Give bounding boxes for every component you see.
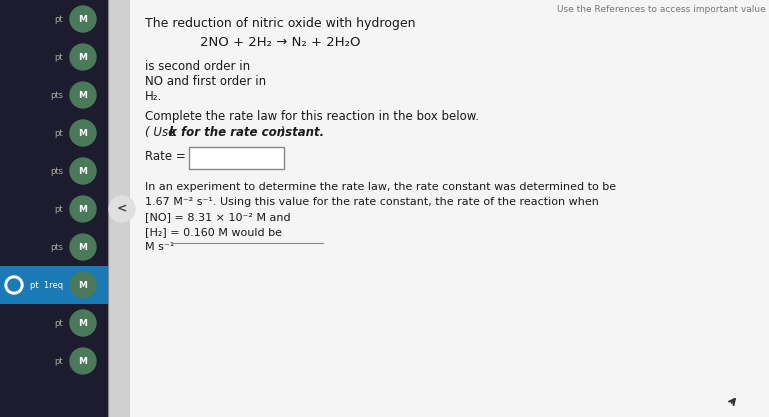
Bar <box>189 147 284 169</box>
Text: pt: pt <box>55 53 63 61</box>
Text: M: M <box>78 281 88 289</box>
Bar <box>130 0 769 417</box>
Text: H₂.: H₂. <box>145 90 162 103</box>
Circle shape <box>8 279 20 291</box>
Text: k for the rate constant.: k for the rate constant. <box>169 126 324 139</box>
Text: 2NO + 2H₂ → N₂ + 2H₂O: 2NO + 2H₂ → N₂ + 2H₂O <box>200 36 361 49</box>
Text: pts: pts <box>50 90 63 100</box>
Bar <box>0 0 108 417</box>
Text: M: M <box>78 357 88 365</box>
Circle shape <box>70 158 96 184</box>
Circle shape <box>70 196 96 222</box>
Text: M: M <box>78 53 88 61</box>
Text: Complete the rate law for this reaction in the box below.: Complete the rate law for this reaction … <box>145 110 479 123</box>
Text: The reduction of nitric oxide with hydrogen: The reduction of nitric oxide with hydro… <box>145 17 415 30</box>
Text: NO and first order in: NO and first order in <box>145 75 266 88</box>
Text: M: M <box>78 204 88 214</box>
Circle shape <box>70 120 96 146</box>
Bar <box>0 266 108 304</box>
Text: pts: pts <box>50 243 63 251</box>
Text: [H₂] = 0.160 M would be: [H₂] = 0.160 M would be <box>145 227 282 237</box>
Text: In an experiment to determine the rate law, the rate constant was determined to : In an experiment to determine the rate l… <box>145 182 616 192</box>
Text: 1.67 M⁻² s⁻¹. Using this value for the rate constant, the rate of the reaction w: 1.67 M⁻² s⁻¹. Using this value for the r… <box>145 197 599 207</box>
Text: M: M <box>78 166 88 176</box>
Text: is second order in: is second order in <box>145 60 250 73</box>
Text: Use the References to access important value: Use the References to access important v… <box>558 5 766 14</box>
Text: pt: pt <box>55 204 63 214</box>
Circle shape <box>70 272 96 298</box>
Text: pt: pt <box>55 357 63 365</box>
Circle shape <box>109 196 135 222</box>
Circle shape <box>70 310 96 336</box>
Text: M s⁻¹: M s⁻¹ <box>145 242 175 252</box>
Text: pt: pt <box>55 319 63 327</box>
Text: M: M <box>78 128 88 138</box>
Circle shape <box>70 82 96 108</box>
Text: M: M <box>78 243 88 251</box>
Text: pts: pts <box>50 166 63 176</box>
Text: ): ) <box>277 126 285 139</box>
Text: M: M <box>78 319 88 327</box>
Text: <: < <box>117 203 127 216</box>
Text: M: M <box>78 15 88 23</box>
Text: [NO] = 8.31 × 10⁻² M and: [NO] = 8.31 × 10⁻² M and <box>145 212 291 222</box>
Circle shape <box>70 234 96 260</box>
Text: Rate =: Rate = <box>145 150 186 163</box>
Circle shape <box>70 348 96 374</box>
Circle shape <box>70 6 96 32</box>
Text: pt: pt <box>55 15 63 23</box>
Text: pt: pt <box>55 128 63 138</box>
Circle shape <box>70 44 96 70</box>
Text: ( Use: ( Use <box>145 126 179 139</box>
Text: pt  1req: pt 1req <box>30 281 63 289</box>
Circle shape <box>5 276 23 294</box>
Text: M: M <box>78 90 88 100</box>
